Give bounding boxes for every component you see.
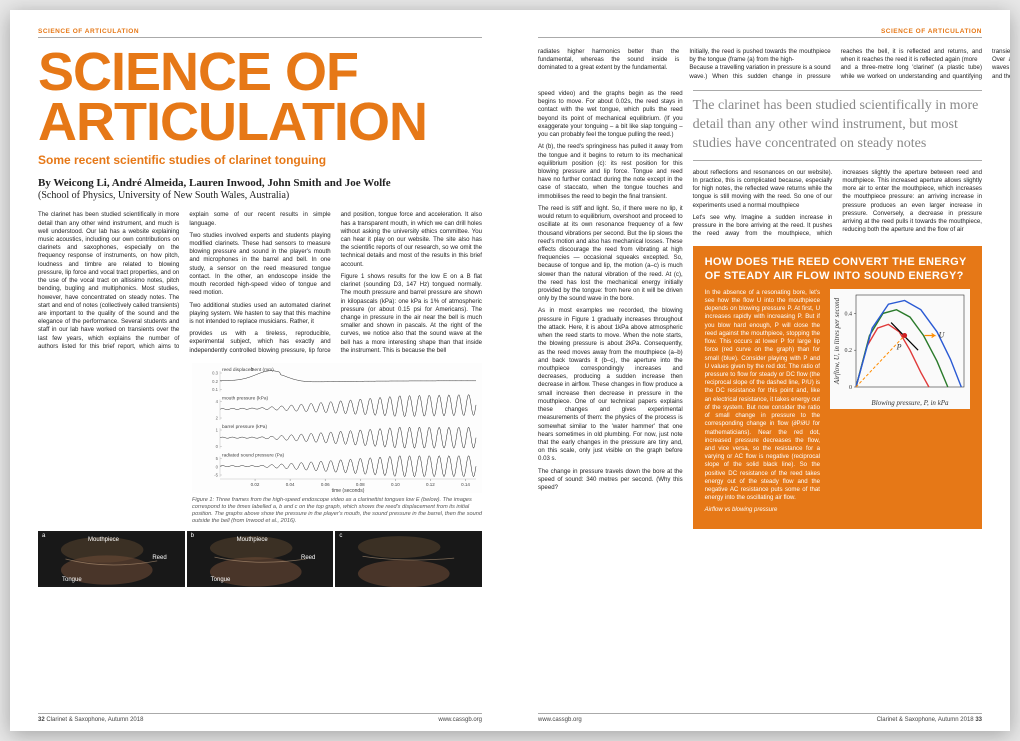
svg-text:0.2: 0.2 <box>845 348 853 354</box>
sidebar-text: In the absence of a resonating bore, let… <box>705 289 820 519</box>
svg-text:0.12: 0.12 <box>426 482 435 487</box>
footer-url: www.cassgb.org <box>438 717 482 723</box>
figure-1-chart: 0.020.040.060.080.100.120.14time (second… <box>192 363 482 493</box>
svg-text:Blowing pressure, P, in kPa: Blowing pressure, P, in kPa <box>871 399 949 407</box>
photo-label-tongue: Tongue <box>211 577 231 583</box>
svg-text:0.1: 0.1 <box>212 387 218 392</box>
right-top-columns: radiates higher harmonics better than th… <box>538 48 982 86</box>
svg-text:reed displacement (mm): reed displacement (mm) <box>222 367 274 373</box>
sidebar-title: HOW DOES THE REED CONVERT THE ENERGY OF … <box>705 256 970 282</box>
figure-1-caption: Figure 1: Three frames from the high-spe… <box>192 497 482 525</box>
svg-text:0: 0 <box>849 385 852 391</box>
photo-label-reed: Reed <box>301 555 315 561</box>
sidebar-chart: 00.20.4UP Blowing pressure, P, in kPaAir… <box>830 289 970 409</box>
body-para: At (b), the reed's springiness has pulle… <box>538 143 683 201</box>
svg-text:0.06: 0.06 <box>321 482 330 487</box>
running-head-right: SCIENCE OF ARTICULATION <box>538 28 982 38</box>
article-title: SCIENCE OF ARTICULATION <box>38 48 482 147</box>
endoscope-frame-a: a Mouthpiece Reed Tongue <box>38 531 185 587</box>
footer-right: www.cassgb.org Clarinet & Saxophone, Aut… <box>538 713 982 723</box>
footer-url: www.cassgb.org <box>538 717 582 723</box>
affiliation: (School of Physics, University of New So… <box>38 190 482 201</box>
sidebar-chart-caption: Airflow vs blowing pressure <box>705 506 820 514</box>
svg-text:0.08: 0.08 <box>356 482 365 487</box>
svg-text:0.04: 0.04 <box>286 482 295 487</box>
footer-left: 32 Clarinet & Saxophone, Autumn 2018 www… <box>38 713 482 723</box>
body-para: As in most examples we recorded, the blo… <box>538 307 683 463</box>
page-number: 32 Clarinet & Saxophone, Autumn 2018 <box>38 717 143 723</box>
body-para: Two additional studies used an automated… <box>189 302 330 327</box>
svg-text:0.02: 0.02 <box>251 482 260 487</box>
photo-label-mouthpiece: Mouthpiece <box>88 537 119 543</box>
svg-text:P: P <box>896 342 902 351</box>
endoscope-frame-b: b Mouthpiece Reed Tongue <box>187 531 334 587</box>
pullquote: The clarinet has been studied scientific… <box>693 90 982 161</box>
body-para: speed video) and the graphs begin as the… <box>538 90 683 139</box>
svg-text:0.14: 0.14 <box>461 482 470 487</box>
body-para: Initially, the reed is pushed towards th… <box>689 48 830 64</box>
svg-text:4: 4 <box>216 399 219 404</box>
svg-text:0: 0 <box>216 444 219 449</box>
photo-label-mouthpiece: Mouthpiece <box>237 537 268 543</box>
sidebar-box: HOW DOES THE REED CONVERT THE ENERGY OF … <box>693 246 982 528</box>
byline: By Weicong Li, André Almeida, Lauren Inw… <box>38 177 482 189</box>
photo-label-tongue: Tongue <box>62 577 82 583</box>
frame-letter: c <box>339 533 342 539</box>
svg-text:radiated sound pressure (Pa): radiated sound pressure (Pa) <box>222 453 285 459</box>
svg-text:1: 1 <box>216 428 219 433</box>
body-para: Two studies involved experts and student… <box>189 232 330 298</box>
svg-text:0.10: 0.10 <box>391 482 400 487</box>
body-para: about reflections and resonances on our … <box>693 169 833 210</box>
right-two-columns: about reflections and resonances on our … <box>693 169 982 239</box>
svg-text:0.4: 0.4 <box>845 311 853 317</box>
svg-text:0.2: 0.2 <box>212 379 218 384</box>
frame-letter: b <box>191 533 194 539</box>
endoscope-frame-c: c <box>335 531 482 587</box>
right-left-column: speed video) and the graphs begin as the… <box>538 90 683 529</box>
body-para: radiates higher harmonics better than th… <box>538 48 679 73</box>
svg-text:Airflow, U, in litres per seco: Airflow, U, in litres per second <box>833 297 841 385</box>
body-para: In the absence of a resonating bore, let… <box>705 289 820 503</box>
article-subtitle: Some recent scientific studies of clarin… <box>38 153 482 167</box>
svg-text:5: 5 <box>216 456 219 461</box>
svg-text:0.3: 0.3 <box>212 371 218 376</box>
page-number: Clarinet & Saxophone, Autumn 2018 33 <box>877 717 982 723</box>
svg-text:0: 0 <box>216 464 219 469</box>
body-para: The reed is stiff and light. So, if ther… <box>538 205 683 304</box>
svg-text:2: 2 <box>216 416 219 421</box>
svg-text:-5: -5 <box>214 473 218 478</box>
body-para: The change in pressure travels down the … <box>538 468 683 493</box>
svg-text:barrel pressure (kPa): barrel pressure (kPa) <box>222 424 267 430</box>
svg-text:time (seconds): time (seconds) <box>332 488 365 493</box>
body-para: Figure 1 shows results for the low E on … <box>341 273 482 355</box>
left-body-columns: The clarinet has been studied scientific… <box>38 211 482 355</box>
svg-text:mouth pressure (kPa): mouth pressure (kPa) <box>222 396 269 402</box>
body-para: Over a tenth of a second or so, these re… <box>992 56 1010 81</box>
endoscope-photo-strip: a Mouthpiece Reed Tongue b Mouthpiece Re… <box>38 531 482 587</box>
frame-letter: a <box>42 533 45 539</box>
running-head-left: SCIENCE OF ARTICULATION <box>38 28 482 38</box>
svg-text:b: b <box>251 367 254 373</box>
photo-label-reed: Reed <box>152 555 166 561</box>
